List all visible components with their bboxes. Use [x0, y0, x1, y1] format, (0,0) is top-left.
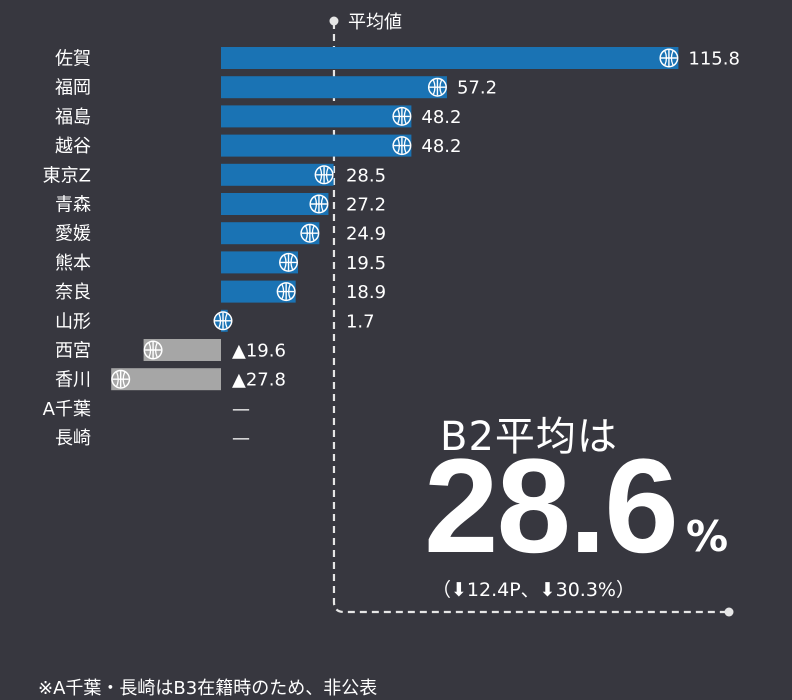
basketball-icon	[427, 77, 447, 97]
summary-value: 28.6	[424, 432, 679, 581]
value-label: 48.2	[421, 136, 461, 157]
team-label: 香川	[55, 370, 91, 391]
value-label: 48.2	[421, 107, 461, 128]
team-label: 福岡	[55, 78, 91, 99]
bar	[221, 251, 299, 274]
team-label: 青森	[55, 195, 91, 216]
team-label: 山形	[55, 311, 91, 332]
value-label: 28.5	[346, 165, 386, 186]
team-label: 越谷	[55, 136, 91, 157]
value-label: 24.9	[346, 224, 386, 245]
basketball-icon	[213, 311, 233, 331]
team-label: 福島	[55, 107, 91, 128]
team-label: 奈良	[55, 282, 91, 303]
team-label: 愛媛	[55, 224, 91, 245]
average-dot	[329, 16, 339, 26]
average-label: 平均値	[348, 12, 402, 33]
bar	[221, 163, 334, 186]
summary-title: B2平均は	[440, 414, 618, 460]
basketball-icon	[276, 282, 296, 302]
team-label: 西宮	[55, 341, 91, 362]
footnote: ※A千葉・長崎はB3在籍時のため、非公表	[38, 678, 378, 699]
basketball-icon	[659, 48, 679, 68]
basketball-icon	[279, 252, 299, 272]
value-label: 27.2	[346, 195, 386, 216]
summary-unit: %	[686, 512, 729, 561]
team-label: 長崎	[55, 428, 91, 449]
bar	[221, 76, 447, 99]
summary-change: （⬇12.4P、⬇30.3%）	[432, 579, 635, 601]
basketball-icon	[314, 165, 334, 185]
bar	[221, 222, 320, 245]
bar	[143, 339, 221, 361]
bar	[221, 134, 412, 157]
basketball-icon	[111, 369, 131, 389]
value-label: 18.9	[346, 282, 386, 303]
bar	[221, 47, 679, 69]
team-label: 佐賀	[55, 49, 91, 70]
average-line	[332, 22, 728, 614]
value-label: ▲27.8	[232, 370, 286, 391]
value-label: 57.2	[457, 78, 497, 99]
value-label: —	[232, 399, 250, 420]
bar	[221, 105, 412, 128]
bar	[111, 368, 221, 391]
basketball-icon	[392, 136, 412, 156]
average-end-dot	[724, 607, 734, 617]
bar	[221, 193, 329, 215]
team-label: A千葉	[43, 399, 91, 420]
basketball-icon	[392, 106, 412, 126]
basketball-icon	[300, 223, 320, 243]
basketball-icon	[309, 194, 329, 214]
bar	[221, 280, 296, 303]
basketball-icon	[143, 340, 163, 360]
value-label: 1.7	[346, 311, 375, 332]
value-label: 115.8	[688, 49, 740, 70]
team-label: 東京Z	[43, 165, 91, 186]
team-label: 熊本	[55, 253, 91, 274]
value-label: ▲19.6	[232, 341, 286, 362]
value-label: 19.5	[346, 253, 386, 274]
value-label: —	[232, 428, 250, 449]
